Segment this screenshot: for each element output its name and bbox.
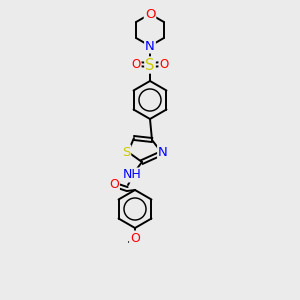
Text: N: N xyxy=(158,146,168,158)
Text: S: S xyxy=(145,58,155,73)
Text: N: N xyxy=(145,40,155,52)
Text: NH: NH xyxy=(123,169,141,182)
Text: O: O xyxy=(109,178,119,190)
Text: O: O xyxy=(130,232,140,244)
Text: O: O xyxy=(145,8,155,20)
Text: S: S xyxy=(122,146,130,158)
Text: O: O xyxy=(131,58,141,70)
Text: O: O xyxy=(159,58,169,70)
